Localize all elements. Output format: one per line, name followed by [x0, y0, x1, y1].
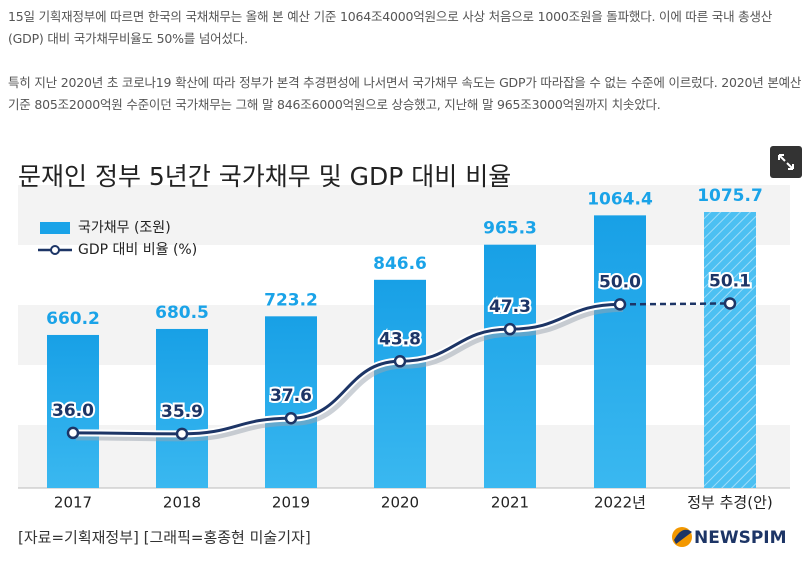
line-value-label: 50.1 — [709, 271, 751, 291]
x-tick-label: 정부 추경(안) — [687, 494, 772, 512]
bar-value-label: 723.2 — [264, 290, 318, 310]
chart-title: 문재인 정부 5년간 국가채무 및 GDP 대비 비율 — [18, 162, 511, 191]
bar-value-label: 1064.4 — [587, 189, 653, 209]
bar-value-label: 965.3 — [483, 219, 537, 239]
expand-button[interactable] — [770, 146, 802, 178]
line-value-label: 47.3 — [489, 297, 531, 317]
logo-icon — [674, 529, 692, 544]
x-tick-label: 2018 — [163, 494, 201, 512]
bar — [594, 215, 646, 488]
line-marker — [393, 355, 407, 368]
bar-value-label: 660.2 — [46, 309, 100, 329]
chart: 문재인 정부 5년간 국가채무 및 GDP 대비 비율 [자료=기획재정부] [… — [18, 162, 790, 548]
source: [자료=기획재정부] [그래픽=홍종현 미술기자] — [18, 529, 311, 547]
legend-swatch — [40, 222, 70, 234]
line-marker — [66, 426, 80, 440]
legend-label: GDP 대비 비율 (%) — [78, 242, 197, 258]
bar — [47, 334, 99, 488]
line-value-label: 35.9 — [161, 402, 203, 422]
expand-icon — [778, 154, 794, 170]
logo: NEWSPIM — [694, 528, 787, 548]
bar — [484, 244, 536, 488]
line-value-label: 36.0 — [52, 401, 94, 421]
line-marker — [503, 322, 517, 336]
line-value-label: 50.0 — [599, 272, 641, 292]
x-tick-label: 2021 — [491, 494, 529, 512]
line-marker — [723, 297, 737, 310]
line-marker — [175, 427, 189, 441]
bar — [704, 212, 756, 488]
bar-value-label: 846.6 — [373, 254, 427, 274]
x-tick-label: 2019 — [272, 494, 310, 512]
bar-value-label: 1075.7 — [697, 186, 763, 206]
line-value-label: 37.6 — [270, 386, 312, 406]
article-paragraph: 15일 기획재정부에 따르면 한국의 국채채무는 올해 본 예산 기준 1064… — [8, 9, 773, 46]
bar — [265, 316, 317, 488]
line-marker — [613, 298, 627, 311]
x-tick-label: 2017 — [54, 494, 92, 512]
line-value-label: 43.8 — [379, 329, 421, 349]
bar — [374, 279, 426, 488]
legend-label: 국가채무 (조원) — [78, 220, 171, 236]
x-tick-label: 2020 — [381, 494, 419, 512]
bar — [156, 328, 208, 488]
bar-value-label: 680.5 — [155, 303, 209, 323]
article-paragraph: 특히 지난 2020년 초 코로나19 확산에 따라 정부가 본격 추경편성에 … — [8, 75, 802, 112]
legend-swatch — [50, 245, 60, 255]
line-marker — [284, 411, 298, 425]
line-projection — [619, 302, 731, 306]
x-tick-label: 2022년 — [594, 494, 646, 512]
